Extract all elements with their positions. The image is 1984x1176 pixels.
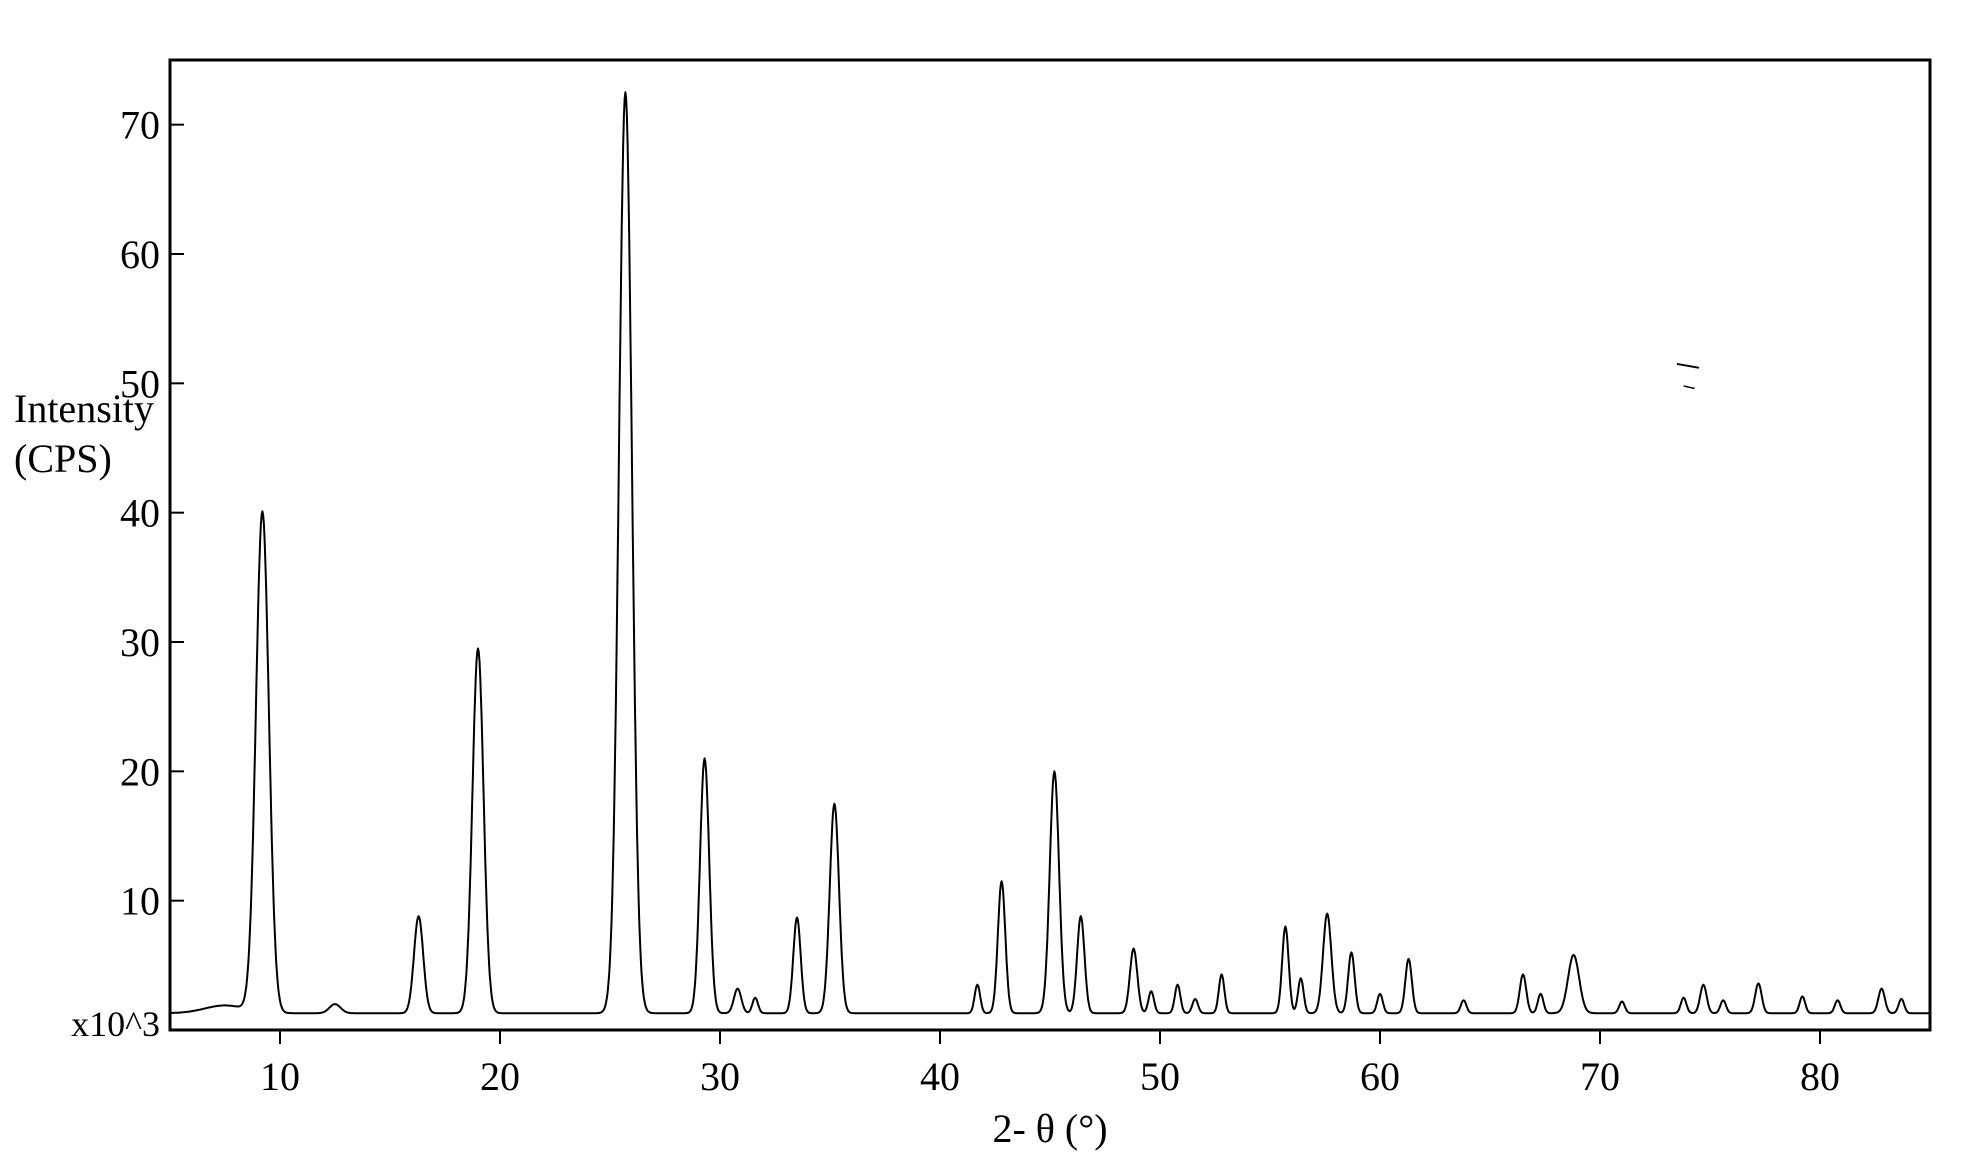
x-tick-label: 50 <box>1140 1054 1180 1099</box>
x-tick-label: 20 <box>480 1054 520 1099</box>
y-tick-label: 70 <box>120 103 160 148</box>
y-multiplier-label: x10^3 <box>71 1004 160 1044</box>
y-axis-label-line1: Intensity <box>14 386 154 431</box>
x-tick-label: 30 <box>700 1054 740 1099</box>
y-tick-label: 30 <box>120 620 160 665</box>
x-tick-label: 60 <box>1360 1054 1400 1099</box>
chart-container: 10203040506070802- θ (°)10203040506070In… <box>0 0 1984 1176</box>
y-tick-label: 20 <box>120 749 160 794</box>
y-tick-label: 60 <box>120 232 160 277</box>
x-tick-label: 70 <box>1580 1054 1620 1099</box>
x-tick-label: 80 <box>1800 1054 1840 1099</box>
y-axis-label-line2: (CPS) <box>14 436 112 481</box>
y-tick-label: 40 <box>120 491 160 536</box>
x-tick-label: 40 <box>920 1054 960 1099</box>
y-tick-label: 10 <box>120 879 160 924</box>
xrd-chart: 10203040506070802- θ (°)10203040506070In… <box>0 0 1984 1176</box>
x-tick-label: 10 <box>260 1054 300 1099</box>
x-axis-label: 2- θ (°) <box>992 1106 1107 1151</box>
